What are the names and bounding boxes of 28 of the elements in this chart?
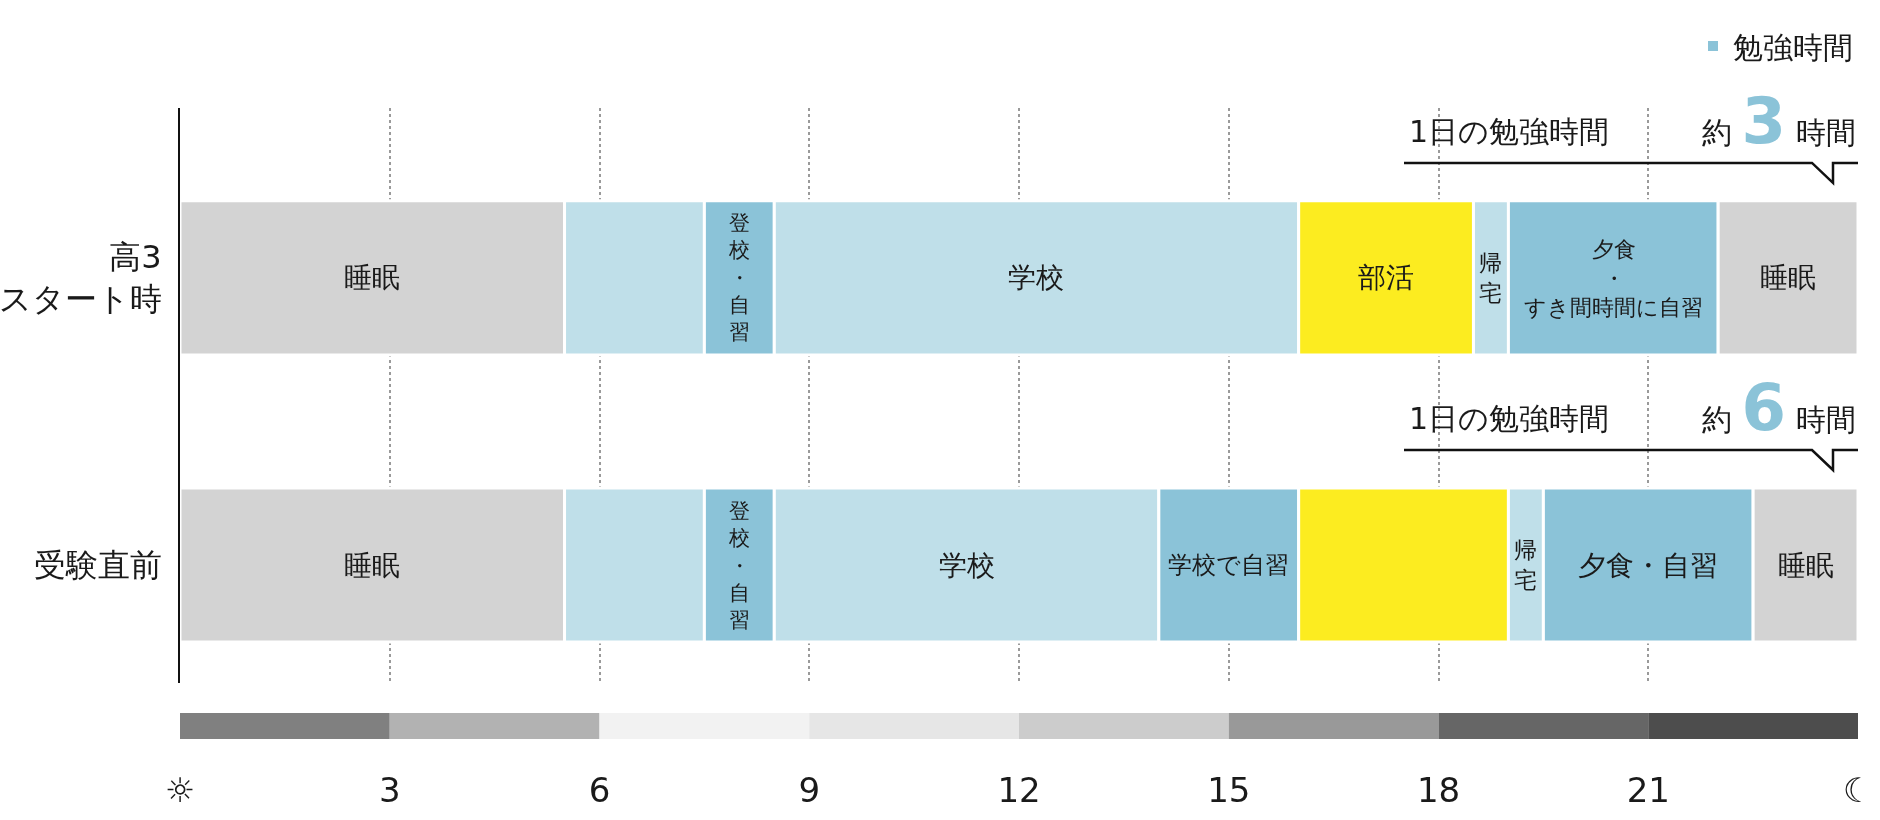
data-label: 睡眠 — [344, 261, 400, 294]
legend-label: 勉強時間 — [1733, 29, 1853, 65]
data-label: 登校・自習 — [728, 211, 750, 345]
x-tick-label: 18 — [1416, 770, 1461, 810]
annotation: 1日の勉強時間 — [1409, 401, 1610, 436]
x-tick-label: 15 — [1207, 770, 1251, 810]
data-label: 睡眠 — [1778, 549, 1834, 582]
data-label: 登校・自習 — [728, 499, 750, 633]
x-tick-label: ☼ — [164, 770, 196, 810]
x-tick-label: 6 — [588, 770, 611, 810]
x-tick-label: ☾ — [1842, 770, 1874, 810]
y-tick-label: 高3 スタート時 — [0, 238, 162, 318]
data-label: 夕食・自習 — [1578, 549, 1718, 582]
data-label: 部活 — [1358, 261, 1414, 294]
x-tick-label: 12 — [997, 770, 1041, 810]
data-label: 学校 — [939, 549, 995, 582]
x-tick-label: 9 — [798, 770, 821, 810]
x-tick-label: 3 — [378, 770, 401, 810]
data-label: 睡眠 — [1760, 261, 1816, 294]
x-tick-label: 21 — [1626, 770, 1670, 810]
y-tick-label: 受験直前 — [33, 546, 162, 585]
data-label: 学校で自習 — [1168, 551, 1289, 579]
annotation: 1日の勉強時間 — [1409, 114, 1610, 149]
data-label: 学校 — [1008, 261, 1064, 294]
data-label: 帰宅 — [1479, 250, 1502, 306]
data-label: 睡眠 — [344, 549, 400, 582]
data-label: 夕食・すき間時間に自習 — [1524, 236, 1703, 320]
data-label: 帰宅 — [1514, 537, 1537, 593]
